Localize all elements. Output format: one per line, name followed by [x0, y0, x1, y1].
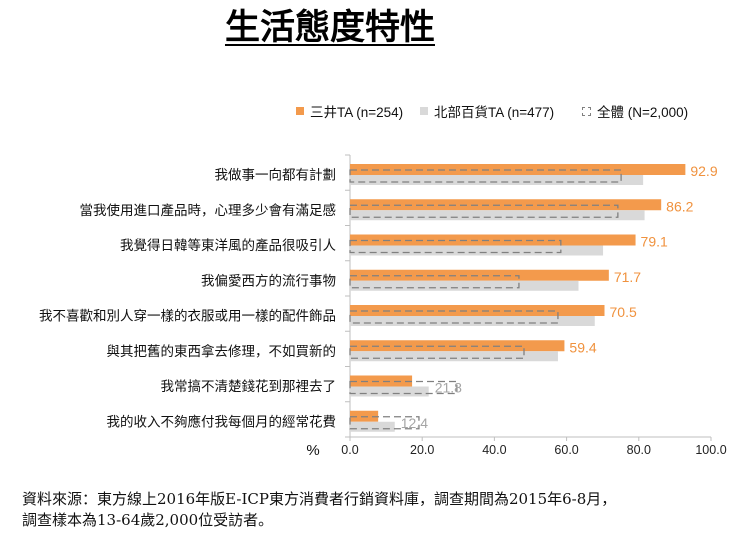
x-tick-label: 80.0	[627, 443, 651, 457]
slide-title: 生活態度特性	[224, 8, 435, 48]
legend-item-north-dept-ta: 北部百貨TA (n=477)	[420, 102, 554, 120]
legend-label-overall: 全體 (N=2,000)	[597, 105, 689, 120]
data-label-mitsui-ta: 71.7	[614, 269, 641, 285]
legend-item-mitsui-ta: 三井TA (n=254)	[296, 102, 403, 120]
bar-overall-3	[349, 239, 562, 254]
category-label: 與其把舊的東西拿去修理，不如買新的	[107, 343, 337, 359]
bar-north-dept-ta-4	[350, 280, 579, 291]
x-tick-label: 40.0	[482, 443, 506, 457]
x-axis-label: %	[306, 442, 319, 459]
bar-north-dept-ta-6	[350, 351, 558, 362]
category-label: 我不喜歡和別人穿一樣的衣服或用一樣的配件飾品	[39, 308, 336, 324]
bar-north-dept-ta-8	[350, 421, 395, 432]
x-tick-label: 60.0	[554, 443, 578, 457]
bar-overall-5	[349, 310, 559, 324]
category-label: 我偏愛西方的流行事物	[201, 273, 336, 288]
bar-north-dept-ta-3	[350, 245, 604, 256]
x-tick-label: 100.0	[695, 443, 726, 457]
category-label: 我做事一向都有計劃	[215, 168, 337, 183]
x-tick-label: 20.0	[410, 443, 434, 457]
legend-swatch-mitsui-ta	[296, 107, 304, 115]
bar-north-dept-ta-5	[350, 316, 595, 326]
category-label: 我的收入不夠應付我每個月的經常花費	[107, 413, 337, 429]
data-label-mitsui-ta: 70.5	[610, 304, 637, 320]
bar-mitsui-ta-3	[350, 234, 636, 246]
bar-overall-7	[349, 380, 458, 395]
category-label: 當我使用進口產品時，心理多少會有滿足感	[80, 202, 337, 218]
data-label-north-dept-ta: 12.4	[401, 415, 428, 431]
data-label-mitsui-ta: 59.4	[569, 339, 596, 355]
legend-label-north-dept-ta: 北部百貨TA (n=477)	[434, 105, 555, 120]
category-label: 我覺得日韓等東洋風的產品很吸引人	[120, 237, 336, 253]
bar-mitsui-ta-4	[350, 269, 609, 281]
bar-north-dept-ta-1	[350, 175, 644, 185]
data-label-mitsui-ta: 86.2	[666, 198, 693, 214]
source-note: 資料來源：東方線上2016年版E-ICP東方消費者行銷資料庫，調查期間為2015…	[22, 489, 616, 531]
bar-overall-4	[349, 275, 520, 289]
bar-north-dept-ta-2	[350, 210, 645, 221]
bar-mitsui-ta-7	[350, 375, 413, 387]
data-label-mitsui-ta: 92.9	[690, 163, 717, 179]
source-note-line-1: 資料來源：東方線上2016年版E-ICP東方消費者行銷資料庫，調查期間為2015…	[22, 490, 617, 508]
category-label: 我常搞不清楚錢花到那裡去了	[161, 378, 337, 394]
bar-north-dept-ta-7	[350, 386, 429, 397]
legend-label-mitsui-ta: 三井TA (n=254)	[310, 105, 404, 120]
x-tick-label: 0.0	[341, 443, 358, 457]
legend-swatch-overall	[582, 106, 591, 116]
bar-overall-8	[349, 416, 420, 430]
source-note-line-2: 調查樣本為13-64歲2,000位受訪者。	[22, 511, 274, 529]
bar-mitsui-ta-6	[350, 340, 565, 352]
bar-overall-6	[349, 345, 525, 359]
bar-overall-2	[349, 204, 619, 218]
data-label-mitsui-ta: 79.1	[641, 234, 668, 250]
legend-item-overall: 全體 (N=2,000)	[582, 102, 688, 120]
data-label-north-dept-ta: 21.8	[435, 380, 462, 396]
legend-swatch-north-dept-ta	[420, 107, 428, 115]
bar-overall-1	[349, 169, 622, 183]
